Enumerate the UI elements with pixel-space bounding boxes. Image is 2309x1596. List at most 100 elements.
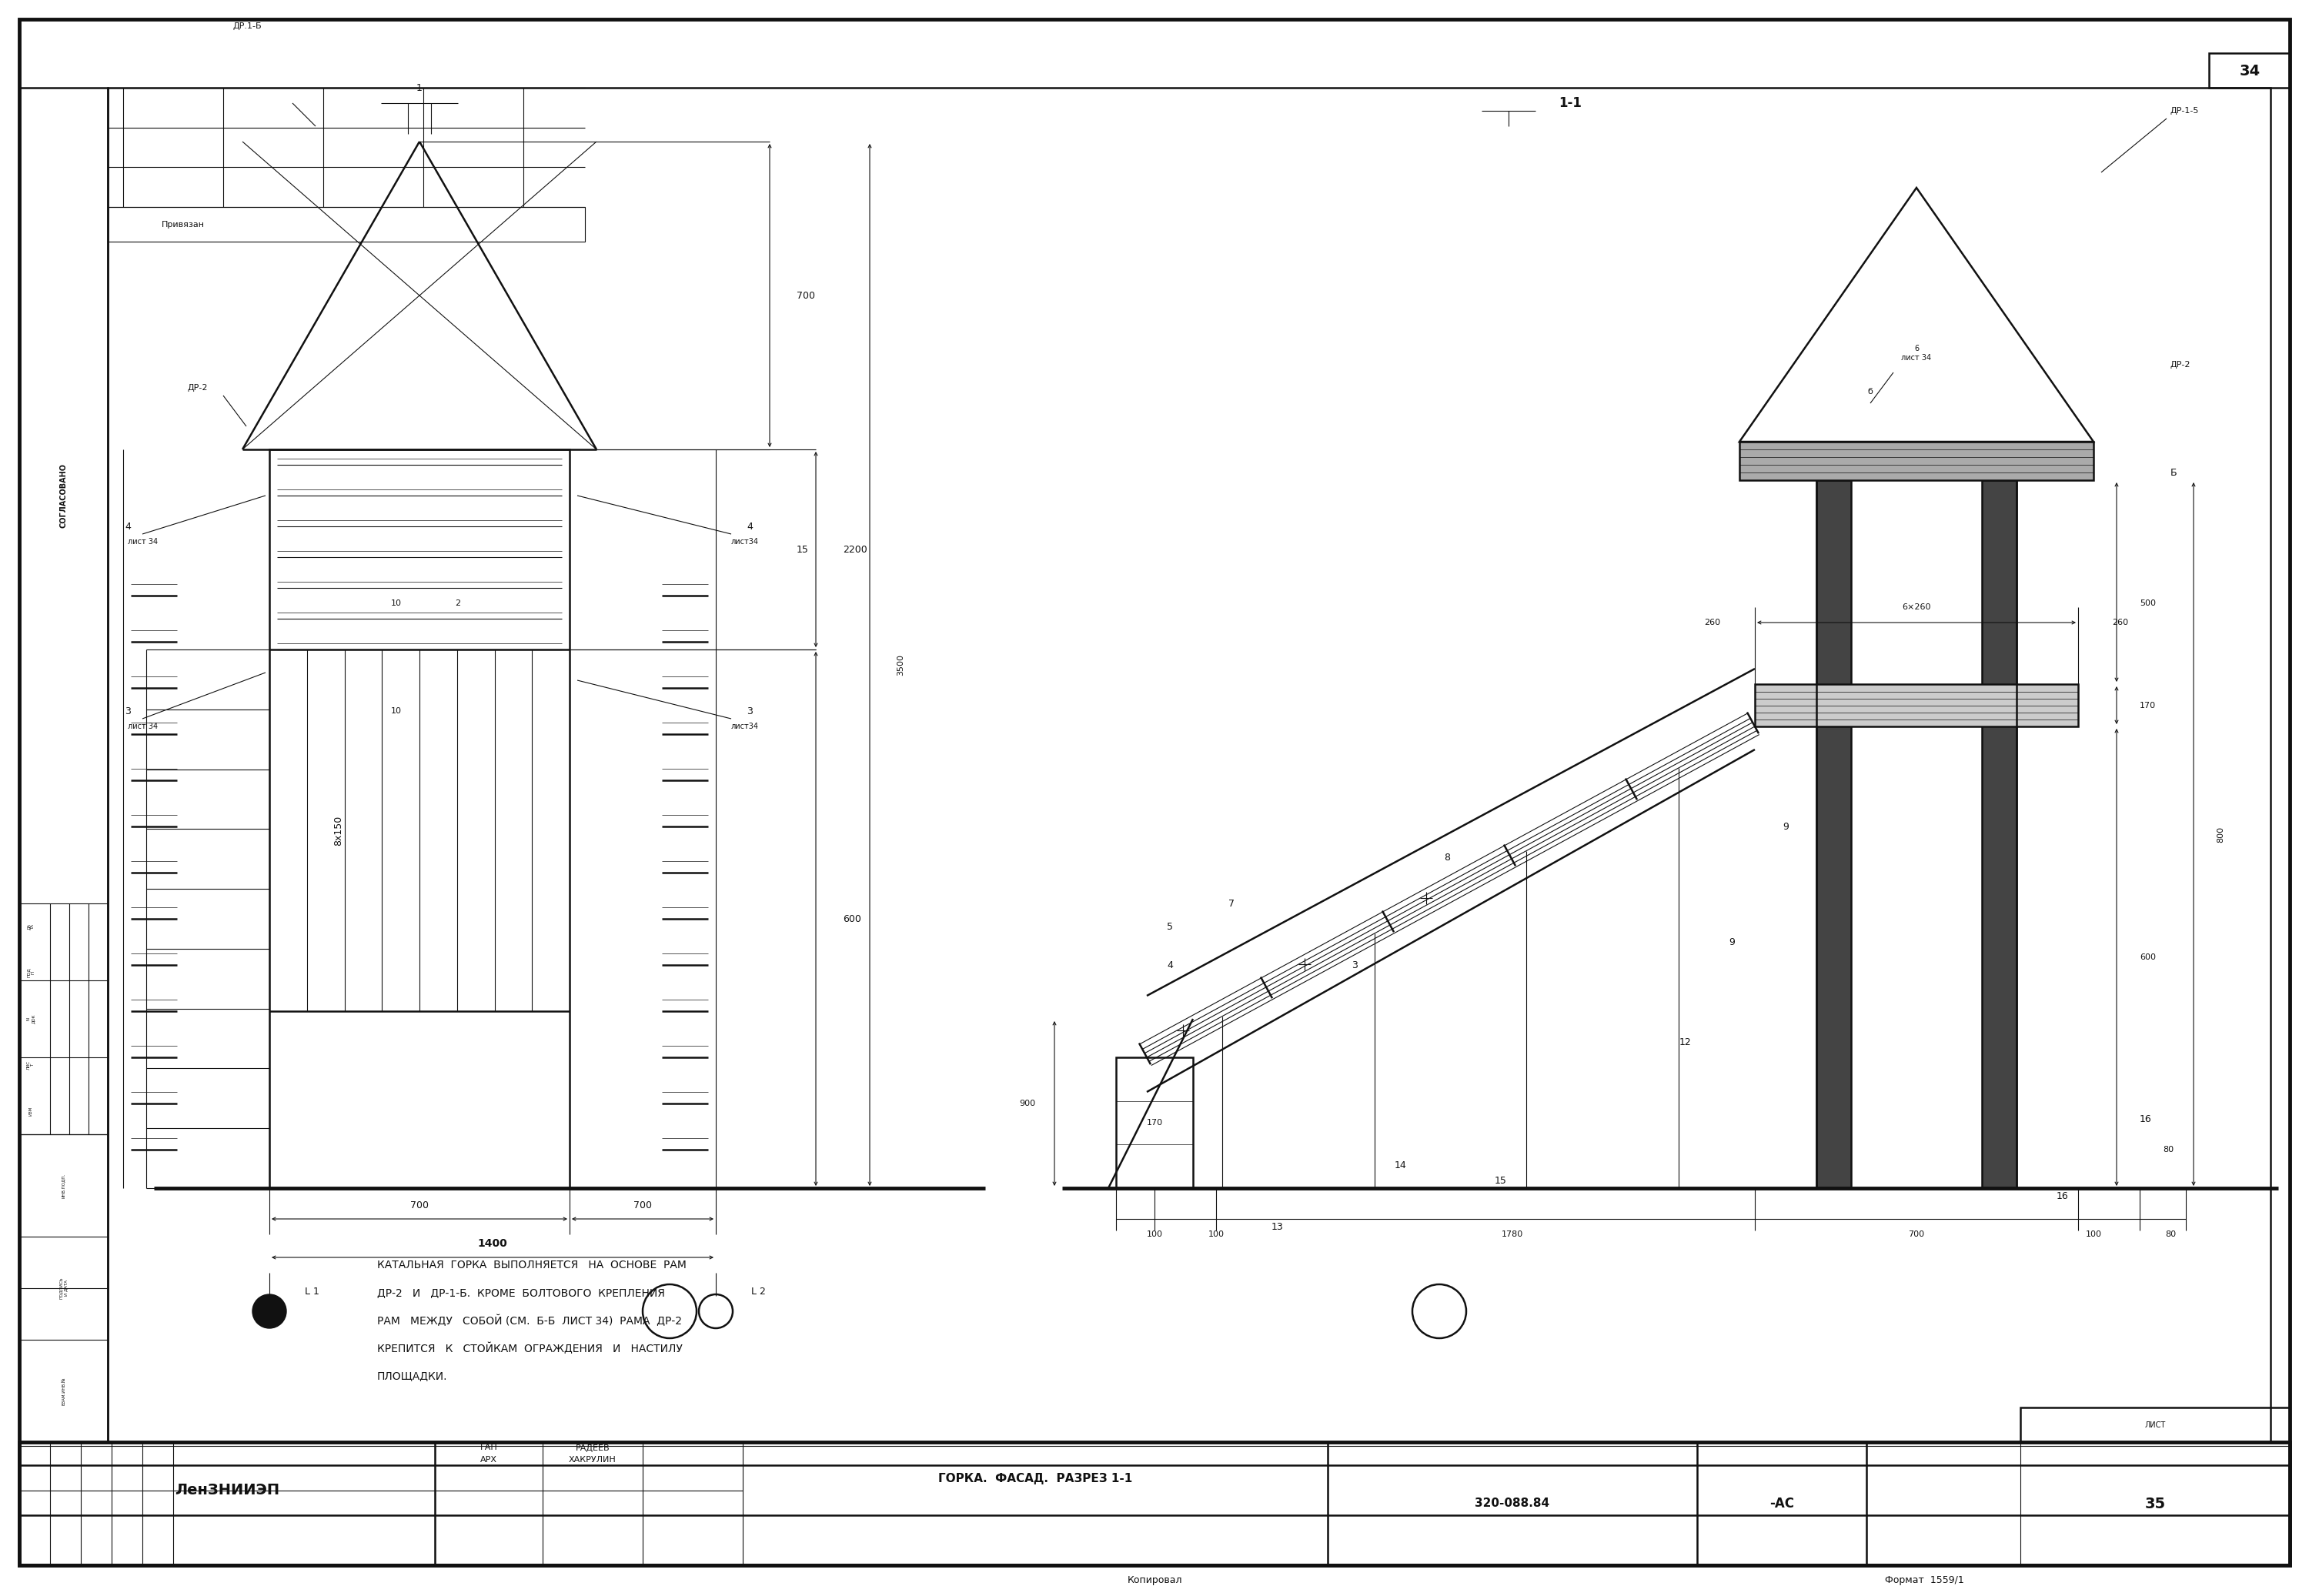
Text: 35: 35 (2145, 1497, 2166, 1511)
Text: СОГЛАСОВАНО: СОГЛАСОВАНО (60, 463, 67, 528)
Text: -АС: -АС (1769, 1497, 1794, 1510)
Text: 80: 80 (2164, 1146, 2173, 1154)
Text: 9: 9 (1783, 822, 1789, 832)
Bar (1115, 1057, 1194, 1187)
Text: 34: 34 (2240, 64, 2261, 78)
Text: 7: 7 (1228, 899, 1235, 908)
Text: ЛенЗНИИЭП: ЛенЗНИИЭП (175, 1483, 279, 1499)
Text: АРХ: АРХ (480, 1456, 496, 1464)
Text: 260: 260 (1704, 619, 1720, 626)
Text: 700: 700 (633, 1200, 651, 1210)
Text: ДР-2   И   ДР-1-Б.  КРОМЕ  БОЛТОВОГО  КРЕПЛЕНИЯ: ДР-2 И ДР-1-Б. КРОМЕ БОЛТОВОГО КРЕПЛЕНИЯ (376, 1288, 665, 1298)
Text: 1780: 1780 (1501, 1231, 1524, 1238)
Text: 100: 100 (1148, 1231, 1164, 1238)
Text: лист 34: лист 34 (127, 723, 157, 731)
Text: 700: 700 (1907, 1231, 1926, 1238)
Bar (1755, 685, 2078, 726)
Text: 6
лист 34: 6 лист 34 (1900, 345, 1933, 362)
Text: 170: 170 (1145, 1119, 1164, 1127)
Text: 3: 3 (746, 705, 753, 717)
Text: Привязан: Привязан (162, 220, 206, 228)
Text: ДР-1-5: ДР-1-5 (2170, 107, 2198, 115)
Text: 2: 2 (455, 600, 462, 606)
Text: Формат  1559/1: Формат 1559/1 (1884, 1575, 1963, 1585)
Text: РАМ   МЕЖДУ   СОБОЙ (СМ.  Б-Б  ЛИСТ 34)  РАМА  ДР-2: РАМ МЕЖДУ СОБОЙ (СМ. Б-Б ЛИСТ 34) РАМА Д… (376, 1315, 681, 1326)
Bar (1981, 480, 2016, 1187)
Text: 15: 15 (1494, 1175, 1508, 1186)
Text: 16: 16 (2057, 1191, 2069, 1200)
Text: лист 34: лист 34 (127, 538, 157, 546)
Text: N
ДОК: N ДОК (28, 1013, 35, 1023)
Text: 4: 4 (746, 522, 753, 531)
Text: 170: 170 (2140, 701, 2157, 709)
Text: 700: 700 (411, 1200, 429, 1210)
Text: ЛИСТ: ЛИСТ (2145, 1422, 2166, 1428)
Text: ДР-2: ДР-2 (2170, 361, 2191, 369)
Text: ДР-2: ДР-2 (187, 385, 208, 391)
Bar (2020, 1408, 2291, 1443)
Text: 100: 100 (2085, 1231, 2101, 1238)
Text: Б: Б (2170, 468, 2177, 477)
Text: ХАКРУЛИН: ХАКРУЛИН (568, 1456, 617, 1464)
Text: ГАП: ГАП (480, 1444, 496, 1452)
Text: ДА
ТА: ДА ТА (28, 924, 35, 929)
Text: 700: 700 (797, 290, 815, 300)
Text: 10: 10 (390, 600, 402, 606)
Text: 1: 1 (416, 83, 423, 93)
Text: 1400: 1400 (478, 1238, 508, 1250)
Circle shape (252, 1294, 286, 1328)
Text: 1-1: 1-1 (1559, 96, 1582, 110)
Text: ДР.1-Б: ДР.1-Б (233, 22, 261, 30)
Text: ИНВ.ПОДП.: ИНВ.ПОДП. (62, 1173, 65, 1199)
Text: 13: 13 (1272, 1221, 1284, 1232)
Text: 14: 14 (1395, 1160, 1406, 1170)
Text: 320-088.84: 320-088.84 (1475, 1499, 1549, 1510)
Text: 500: 500 (2140, 600, 2157, 606)
Text: 3500: 3500 (896, 654, 905, 675)
Text: ПЛОЩАДКИ.: ПЛОЩАДКИ. (376, 1371, 448, 1381)
Text: КАТАЛЬНАЯ  ГОРКА  ВЫПОЛНЯЕТСЯ   НА  ОСНОВЕ  РАМ: КАТАЛЬНАЯ ГОРКА ВЫПОЛНЯЕТСЯ НА ОСНОВЕ РА… (376, 1259, 686, 1270)
Text: L 2: L 2 (750, 1286, 764, 1298)
Text: 800: 800 (2217, 827, 2224, 843)
Text: 10: 10 (390, 707, 402, 715)
Text: 600: 600 (2140, 953, 2157, 961)
Text: 4: 4 (125, 522, 132, 531)
Text: 600: 600 (843, 915, 861, 924)
Bar (2210, 53, 2291, 88)
Text: РАДЕЕВ: РАДЕЕВ (575, 1444, 610, 1452)
Text: 3: 3 (1351, 959, 1358, 970)
Text: 12: 12 (1679, 1037, 1692, 1047)
Text: лист34: лист34 (732, 723, 760, 731)
Text: 5: 5 (1166, 921, 1173, 932)
Text: лист34: лист34 (732, 538, 760, 546)
Text: 900: 900 (1018, 1100, 1034, 1108)
Text: 3: 3 (125, 705, 132, 717)
Text: 100: 100 (1208, 1231, 1224, 1238)
Text: ГОРКА.  ФАСАД.  РАЗРЕЗ 1-1: ГОРКА. ФАСАД. РАЗРЕЗ 1-1 (937, 1473, 1131, 1484)
Text: 8: 8 (1443, 852, 1450, 862)
Text: Копировал: Копировал (1127, 1575, 1182, 1585)
Text: 260: 260 (2113, 619, 2129, 626)
Text: 16: 16 (2140, 1114, 2152, 1124)
Text: 9: 9 (1729, 937, 1734, 946)
Text: 4: 4 (1166, 959, 1173, 970)
Bar (109, 207, 584, 241)
Text: ВЗАМ.ИНВ.№: ВЗАМ.ИНВ.№ (62, 1377, 65, 1404)
Text: 15: 15 (797, 544, 808, 554)
Text: ПОДПИСЬ
И ДАТА: ПОДПИСЬ И ДАТА (60, 1277, 67, 1299)
Text: ПОД
П: ПОД П (28, 967, 35, 978)
Bar (1739, 442, 2094, 480)
Text: L 1: L 1 (305, 1286, 319, 1298)
Text: 6×260: 6×260 (1903, 603, 1930, 611)
Text: КРЕПИТСЯ   К   СТОЙКАМ  ОГРАЖДЕНИЯ   И   НАСТИЛУ: КРЕПИТСЯ К СТОЙКАМ ОГРАЖДЕНИЯ И НАСТИЛУ (376, 1342, 683, 1353)
Text: б: б (1868, 388, 1873, 396)
Bar (270, 450, 570, 1187)
Bar (18, 1443, 2291, 1566)
Text: 8х150: 8х150 (335, 816, 344, 846)
Text: 2200: 2200 (843, 544, 868, 554)
Bar (1817, 480, 1852, 1187)
Bar (18, 88, 109, 1443)
Text: 80: 80 (2166, 1231, 2175, 1238)
Text: ИЗМ: ИЗМ (30, 1106, 32, 1116)
Text: ЛИС
Т: ЛИС Т (28, 1060, 35, 1069)
